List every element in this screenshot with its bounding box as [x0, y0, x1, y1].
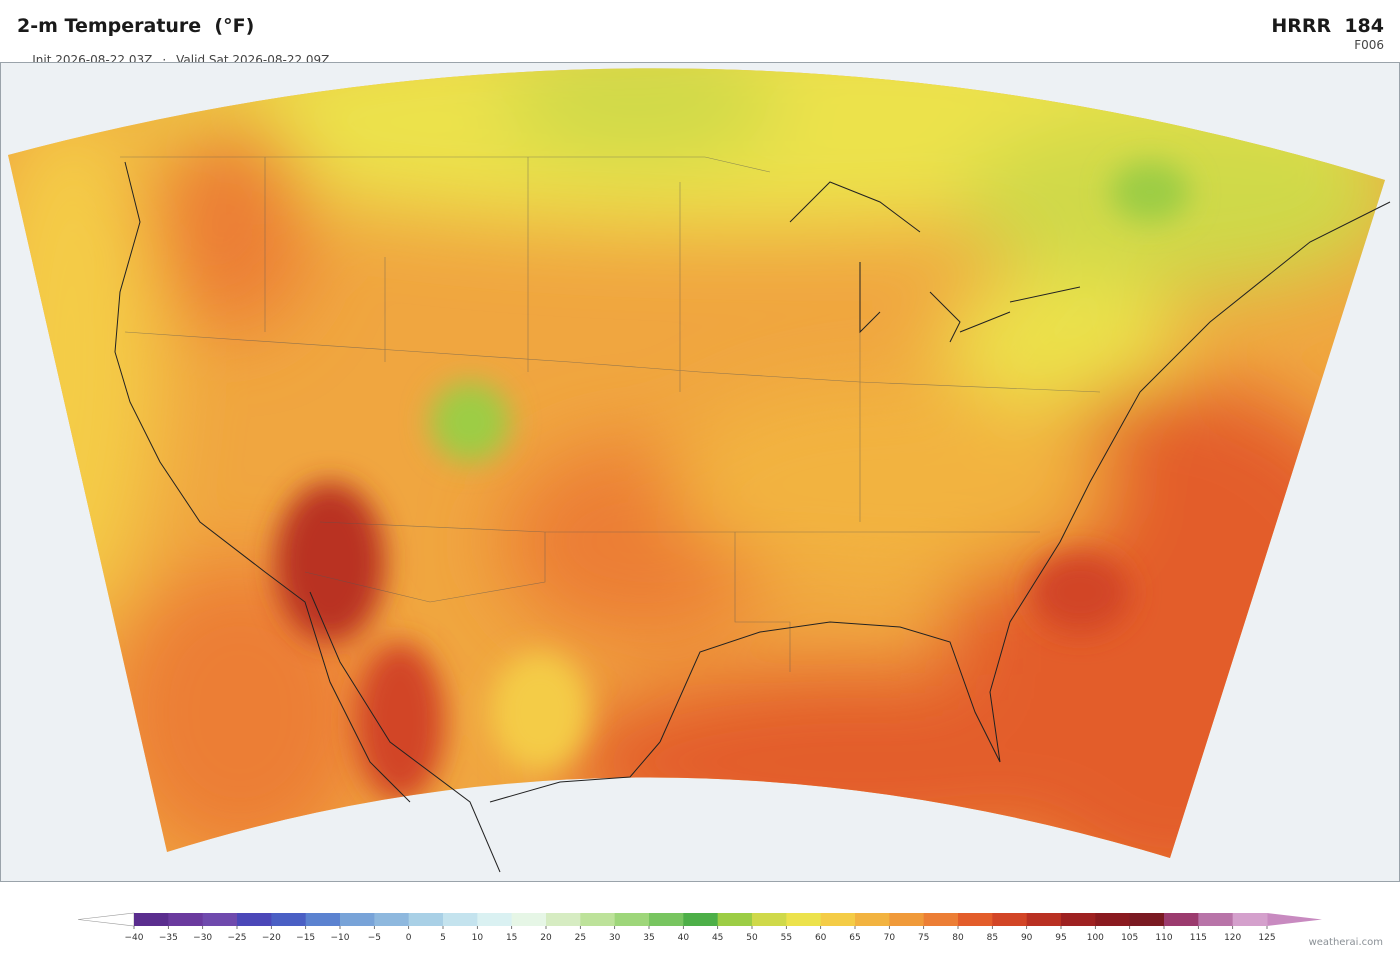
colorbar-segment	[717, 913, 753, 926]
tick-label: 105	[1121, 933, 1138, 943]
colorbar-segment	[237, 913, 272, 926]
colorbar-segment	[992, 913, 1028, 926]
tick-label: 95	[1055, 933, 1066, 943]
colorbar-segment	[958, 913, 993, 926]
colorbar-segment	[820, 913, 856, 926]
tick-label: 100	[1087, 933, 1104, 943]
tick-label: 70	[884, 933, 896, 943]
colorbar-segment	[752, 913, 787, 926]
tick-label: 65	[849, 933, 860, 943]
tick-label: 85	[987, 933, 998, 943]
separator: ·	[162, 53, 167, 67]
colorbar-segment	[408, 913, 444, 926]
tick-label: −20	[262, 933, 281, 943]
colorbar-segment	[923, 913, 959, 926]
colorbar-segment	[477, 913, 513, 926]
tick-label: 60	[815, 933, 827, 943]
tick-label: 50	[746, 933, 758, 943]
colorbar-segment	[889, 913, 925, 926]
tick-label: 30	[609, 933, 621, 943]
tick-label: 0	[406, 933, 412, 943]
colorbar-segment	[1232, 913, 1268, 926]
colorbar-segment	[1129, 913, 1165, 926]
colorbar-segment	[683, 913, 719, 926]
colorbar-segment	[1026, 913, 1062, 926]
colorbar-over	[1267, 913, 1322, 926]
colorbar-segment	[786, 913, 822, 926]
model: HRRR 184	[1271, 15, 1384, 37]
title: 2-m Temperature (°F)	[17, 15, 255, 37]
tick-label: 45	[712, 933, 723, 943]
colorbar-under	[77, 912, 135, 927]
tick-label: 75	[918, 933, 929, 943]
tick-label: 25	[575, 933, 586, 943]
tick-label: 35	[643, 933, 654, 943]
tick-label: 40	[678, 933, 690, 943]
tick-label: 115	[1190, 933, 1207, 943]
map-area	[0, 62, 1400, 882]
colorbar-segment	[443, 913, 478, 926]
tick-label: −25	[228, 933, 247, 943]
tick-label: −10	[331, 933, 350, 943]
tick-label: −40	[125, 933, 144, 943]
colorbar-segment	[1164, 913, 1199, 926]
tick-label: −35	[159, 933, 178, 943]
colorbar-segment	[1095, 913, 1131, 926]
tick-label: 90	[1021, 933, 1033, 943]
tick-label: 55	[781, 933, 792, 943]
forecast-hour: F006	[1354, 38, 1384, 52]
credit: weatherai.com	[1309, 937, 1383, 948]
colorbar-segment	[1061, 913, 1096, 926]
tick-label: 125	[1258, 933, 1275, 943]
colorbar-segment	[614, 913, 650, 926]
tick-label: 20	[540, 933, 552, 943]
colorbar-segment	[305, 913, 341, 926]
tick-label: 110	[1155, 933, 1172, 943]
header: 2-m Temperature (°F) Init 2026-08-22 03Z…	[0, 0, 1400, 67]
colorbar-segment	[546, 913, 581, 926]
temperature-field	[8, 68, 1385, 858]
colorbar-segment	[855, 913, 890, 926]
tick-label: 120	[1224, 933, 1241, 943]
tick-label: −15	[296, 933, 315, 943]
tick-label: 10	[472, 933, 484, 943]
tick-label: −30	[193, 933, 212, 943]
colorbar: weatherai.com −40 −35 −30 −25 −20 −15 −10 −5 0 5 1…	[77, 912, 1383, 948]
colorbar-segment	[374, 913, 410, 926]
colorbar-segment	[168, 913, 204, 926]
coastlines	[114, 161, 1391, 873]
tick-label: 15	[506, 933, 517, 943]
tick-label: 80	[952, 933, 964, 943]
colorbar-segment	[580, 913, 616, 926]
colorbar-segment	[340, 913, 375, 926]
colorbar-segment	[134, 913, 169, 926]
colorbar-segment	[511, 913, 547, 926]
tick-label: 5	[440, 933, 446, 943]
colorbar-segment	[1198, 913, 1234, 926]
colorbar-segment	[202, 913, 238, 926]
colorbar-segment	[649, 913, 684, 926]
colorbar-segment	[271, 913, 307, 926]
tick-label: −5	[368, 933, 381, 943]
